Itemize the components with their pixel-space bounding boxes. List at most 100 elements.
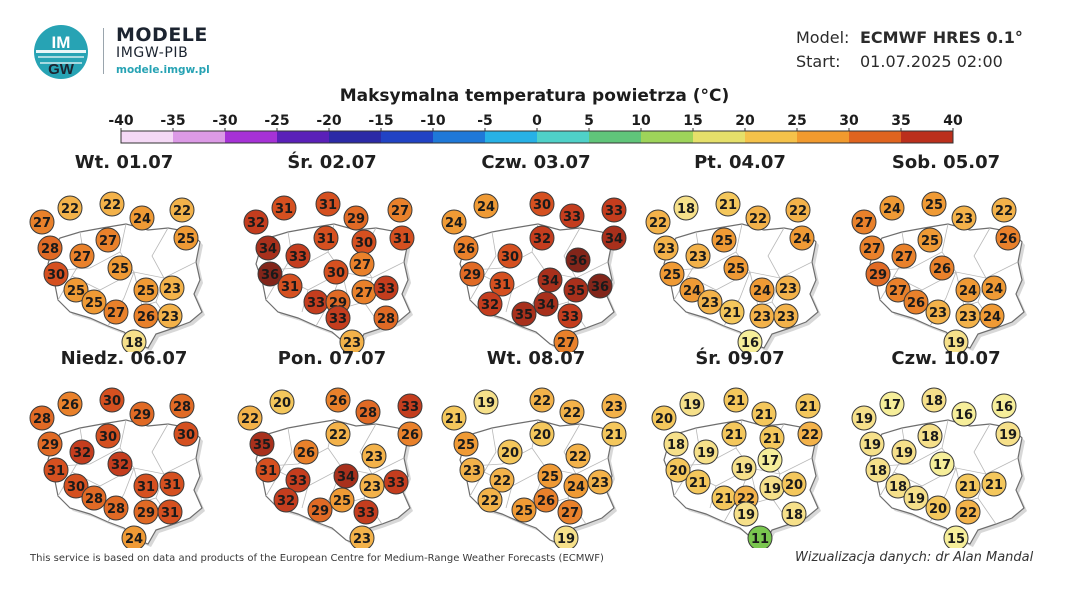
temperature-bubble: 27 (553, 329, 579, 352)
temperature-marker (885, 277, 911, 303)
temperature-bubble: 18 (663, 431, 689, 457)
temperature-bubble: 29 (133, 499, 159, 525)
temperature-bubble: 16 (991, 393, 1017, 419)
temperature-bubble: 25 (453, 431, 479, 457)
temperature-marker (731, 455, 757, 481)
temperature-value: 25 (137, 284, 155, 299)
temperature-value: 26 (297, 446, 315, 461)
temperature-bubble: 34 (533, 291, 559, 317)
temperature-marker (459, 261, 485, 287)
temperature-marker (293, 439, 319, 465)
temperature-value: 23 (777, 310, 795, 325)
voivodeship-border (469, 427, 497, 497)
temperature-bubble: 35 (249, 431, 275, 457)
temperature-bubble: 17 (929, 451, 955, 477)
voivodeship-border (675, 251, 737, 271)
temperature-bubble: 18 (673, 195, 699, 221)
temperature-bubble: 23 (775, 275, 801, 301)
temperature-marker (133, 277, 159, 303)
temperature-value: 23 (163, 282, 181, 297)
voivodeship-border (59, 251, 121, 271)
temperature-bubble: 31 (159, 471, 185, 497)
temperature-bubble: 36 (587, 273, 613, 299)
temperature-bubble: 20 (665, 457, 691, 483)
temperature-marker (587, 469, 613, 495)
temperature-marker (473, 389, 499, 415)
temperature-bubble: 32 (107, 451, 133, 477)
temperature-bubble: 26 (325, 387, 351, 413)
temperature-value: 24 (753, 284, 771, 299)
temperature-marker (103, 299, 129, 325)
panel-date-title: Wt. 01.07 (74, 152, 174, 173)
temperature-value: 32 (111, 458, 129, 473)
temperature-bubble: 30 (63, 473, 89, 499)
temperature-marker (157, 499, 183, 525)
temperature-bubble: 23 (339, 329, 365, 352)
temperature-bubble: 24 (129, 205, 155, 231)
temperature-bubble: 22 (529, 387, 555, 413)
temperature-marker (951, 205, 977, 231)
temperature-bubble: 22 (955, 499, 981, 525)
voivodeship-border (265, 231, 293, 301)
temperature-bubble: 25 (921, 191, 947, 217)
panel-date-title: Śr. 02.07 (287, 152, 377, 173)
temperature-marker (929, 451, 955, 477)
temperature-value: 18 (869, 464, 887, 479)
temperature-value: 33 (377, 282, 395, 297)
temperature-marker (789, 225, 815, 251)
temperature-value: 29 (463, 268, 481, 283)
temperature-marker (685, 243, 711, 269)
temperature-bubble: 15 (943, 525, 969, 548)
model-label: Model: (796, 28, 850, 47)
temperature-bubble: 28 (37, 235, 63, 261)
temperature-value: 31 (317, 232, 335, 247)
temperature-marker (565, 443, 591, 469)
temperature-bubble: 19 (679, 391, 705, 417)
scale-tick-label: 35 (891, 113, 910, 129)
temperature-bubble: 24 (955, 277, 981, 303)
temperature-marker (745, 205, 771, 231)
temperature-marker (981, 275, 1007, 301)
temperature-marker (325, 421, 351, 447)
temperature-marker (653, 235, 679, 261)
voivodeship-border (505, 485, 513, 509)
temperature-bubble: 27 (851, 209, 877, 235)
forecast-panel: 27 24 25 23 22 26 25 27 27 26 29 27 26 23 24 24 23 24 19 So… (846, 152, 1046, 352)
temperature-bubble: 11 (747, 525, 773, 548)
temperature-value: 25 (727, 262, 745, 277)
scale-segment (693, 131, 746, 143)
temperature-marker (107, 451, 133, 477)
logo-url-link[interactable]: modele.imgw.pl (116, 64, 210, 76)
temperature-value: 22 (569, 450, 587, 465)
temperature-value: 24 (445, 216, 463, 231)
temperature-value: 25 (333, 494, 351, 509)
temperature-bubble: 30 (99, 387, 125, 413)
temperature-marker (645, 209, 671, 235)
temperature-bubble: 24 (981, 275, 1007, 301)
voivodeship-border (505, 289, 513, 313)
temperature-marker (797, 421, 823, 447)
temperature-bubble: 18 (921, 387, 947, 413)
temperature-value: 22 (493, 474, 511, 489)
temperature-marker (497, 243, 523, 269)
temperature-bubble: 20 (925, 495, 951, 521)
temperature-value: 22 (533, 394, 551, 409)
temperature-value: 20 (669, 464, 687, 479)
temperature-marker (891, 439, 917, 465)
scale-segment (537, 131, 590, 143)
temperature-marker (373, 275, 399, 301)
temperature-marker (453, 431, 479, 457)
temperature-value: 23 (929, 306, 947, 321)
temperature-value: 27 (107, 306, 125, 321)
temperature-marker (879, 195, 905, 221)
temperature-marker (173, 225, 199, 251)
temperature-value: 26 (137, 310, 155, 325)
temperature-marker (99, 387, 125, 413)
temperature-value: 33 (289, 250, 307, 265)
temperature-marker (917, 227, 943, 253)
temperature-bubble: 29 (307, 497, 333, 523)
scale-segment (329, 131, 382, 143)
temperature-bubble: 25 (173, 225, 199, 251)
temperature-value: 25 (515, 504, 533, 519)
